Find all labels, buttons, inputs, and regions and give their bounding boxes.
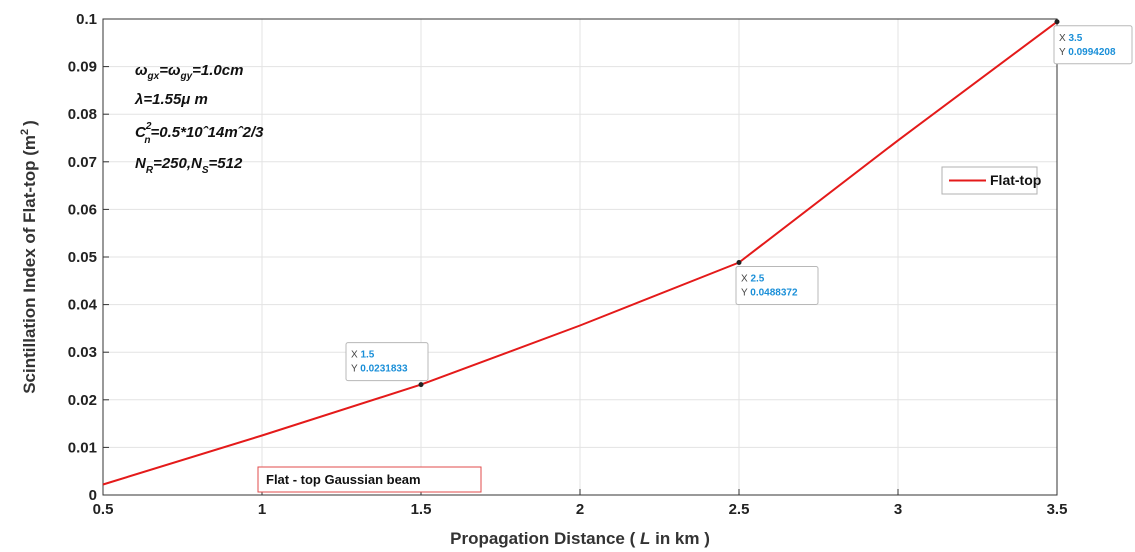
x-tick-label: 1 xyxy=(258,501,266,518)
datatip-x-key: X xyxy=(741,274,750,285)
datatip-x-value: 2.5 xyxy=(750,274,764,285)
y-tick-label: 0 xyxy=(89,487,97,504)
datatip-marker[interactable] xyxy=(736,260,742,266)
datatip-x-key: X xyxy=(1059,33,1068,44)
datatip-box xyxy=(1053,25,1133,65)
annotation-grid-params: NR=250,NS=512 xyxy=(135,155,243,176)
ticks: 0.5 1 1.5 2 2.5 3 3.5 0 0.01 0.02 0.03 0.04 0.05 0.06… xyxy=(68,11,1068,518)
datatip-box xyxy=(735,266,819,306)
y-tick-label: 0.01 xyxy=(68,439,97,456)
datatip-y-value: 0.0994208 xyxy=(1068,47,1116,58)
plot-frame xyxy=(102,18,1058,496)
datatip-y-key: Y xyxy=(351,364,360,375)
x-tick-label: 3.5 xyxy=(1047,501,1068,518)
series-line-flat-top[interactable] xyxy=(102,20,1058,486)
x-tick-label: 3 xyxy=(894,501,902,518)
datatip-x-value: 3.5 xyxy=(1068,33,1082,44)
annotation-block: ωgx=ωgy=1.0cm λ=1.55μ m C2 n=0.5*10ˆ14mˆ2… xyxy=(134,62,264,176)
y-tick-label: 0.05 xyxy=(68,249,97,266)
y-tick-label: 0.08 xyxy=(68,106,97,123)
beam-textbox-label: Flat - top Gaussian beam xyxy=(266,472,421,487)
datatip-y-key: Y xyxy=(741,288,750,299)
y-tick-label: 0.03 xyxy=(68,344,97,361)
datatip-y-value: 0.0231833 xyxy=(360,364,408,375)
legend[interactable]: Flat-top xyxy=(941,166,1041,195)
datatip-x-value: 1.5 xyxy=(360,350,374,361)
datatip-x-key: X xyxy=(351,350,360,361)
annotation-structure-constant: C2 n=0.5*10ˆ14mˆ2/3 xyxy=(135,121,264,146)
beam-textbox: Flat - top Gaussian beam xyxy=(257,466,482,493)
datatip-x-row: X 3.5 xyxy=(1059,33,1083,44)
y-tick-label: 0.04 xyxy=(68,297,98,314)
annotation-wavelength: λ=1.55μ m xyxy=(134,91,208,108)
x-tick-label: 2.5 xyxy=(729,501,750,518)
datatip-marker[interactable] xyxy=(1054,19,1060,25)
y-tick-label: 0.02 xyxy=(68,392,97,409)
y-axis-label: Scintillation Index of Flat-top (m2) xyxy=(19,120,39,394)
datatip-x-row: X 2.5 xyxy=(741,274,765,285)
datatip-y-key: Y xyxy=(1059,47,1068,58)
series-layer xyxy=(102,20,1058,486)
x-tick-label: 2 xyxy=(576,501,584,518)
datatip-y-value: 0.0488372 xyxy=(750,288,798,299)
datatip-marker[interactable] xyxy=(418,382,424,388)
datatip-x-row: X 1.5 xyxy=(351,350,375,361)
y-tick-label: 0.06 xyxy=(68,201,97,218)
y-tick-label: 0.09 xyxy=(68,59,97,76)
datatip-y-row: Y 0.0488372 xyxy=(741,288,798,299)
annotation-beam-waist: ωgx=ωgy=1.0cm xyxy=(135,62,243,82)
datatip-y-row: Y 0.0994208 xyxy=(1059,47,1116,58)
datatip-box xyxy=(345,342,429,382)
x-axis-label: Propagation Distance ( L in km ) xyxy=(450,529,710,548)
y-tick-label: 0.1 xyxy=(76,11,97,28)
x-tick-label: 0.5 xyxy=(93,501,114,518)
y-tick-label: 0.07 xyxy=(68,154,97,171)
datatip-y-row: Y 0.0231833 xyxy=(351,364,408,375)
x-tick-label: 1.5 xyxy=(411,501,432,518)
legend-label-flat-top: Flat-top xyxy=(990,172,1041,188)
beam-textbox-border xyxy=(257,466,482,493)
